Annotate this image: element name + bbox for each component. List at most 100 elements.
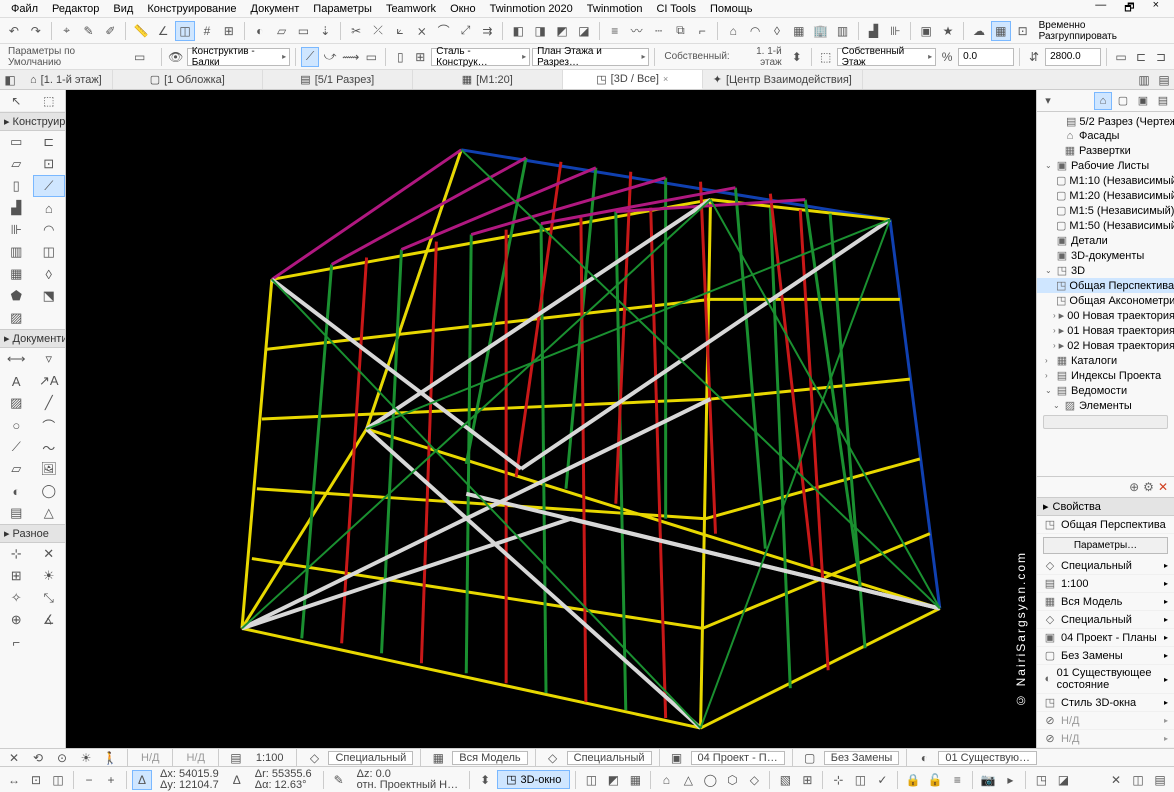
wave-icon[interactable]: 〰 xyxy=(627,21,647,41)
arc-tool-icon[interactable]: ⌒ xyxy=(33,414,66,436)
menu-citools[interactable]: CI Tools xyxy=(649,3,703,15)
spline-tool-icon[interactable]: 〜 xyxy=(33,436,66,458)
menu-document[interactable]: Документ xyxy=(244,3,307,15)
parameters-button[interactable]: Параметры… xyxy=(1043,537,1168,554)
cb-grid-icon[interactable]: ⊹ xyxy=(828,770,848,790)
cb-mode3-icon[interactable]: ◫ xyxy=(48,770,68,790)
favorites-icon[interactable]: ★ xyxy=(938,21,958,41)
tab-m120[interactable]: ▦[M1:20] xyxy=(413,70,563,89)
tree-item[interactable]: ▢M1:5 (Независимый) xyxy=(1037,203,1174,218)
grid-snap-icon[interactable]: ⊞ xyxy=(219,21,239,41)
beam-chain-icon[interactable]: ⟿ xyxy=(341,47,360,67)
detail-tool-icon[interactable]: ◯ xyxy=(33,480,66,502)
cb-delta2-icon[interactable]: Δ xyxy=(227,770,247,790)
tree-hscrollbar[interactable] xyxy=(1043,415,1168,429)
qo-layer-combo[interactable]: Специальный xyxy=(328,751,413,765)
menu-twinmotion2020[interactable]: Twinmotion 2020 xyxy=(483,3,580,15)
tree-item[interactable]: ▣Детали xyxy=(1037,233,1174,248)
cb-lock-icon[interactable]: 🔒 xyxy=(903,770,923,790)
tree-item[interactable]: ›▸00 Новая траектория xyxy=(1037,308,1174,323)
menu-design[interactable]: Конструирование xyxy=(140,3,243,15)
level-tool-icon[interactable]: ▿ xyxy=(33,348,66,370)
grid-icon[interactable]: # xyxy=(197,21,217,41)
cb-cam-icon[interactable]: 📷 xyxy=(978,770,998,790)
solid-op3-icon[interactable]: ◩ xyxy=(552,21,572,41)
cb-elev-icon[interactable]: ⬍ xyxy=(475,770,495,790)
cb-v1-icon[interactable]: ◫ xyxy=(581,770,601,790)
height-icon[interactable]: ⇵ xyxy=(1025,47,1043,67)
tree-item[interactable]: ▤5/2 Разрез (Чертеж) xyxy=(1037,114,1174,129)
qo-sun-icon[interactable]: ☀ xyxy=(76,748,96,768)
cb-circ-icon[interactable]: ◯ xyxy=(700,770,720,790)
tree-item[interactable]: ▢M1:20 (Независимый) xyxy=(1037,188,1174,203)
hotspot-tool-icon[interactable]: ✕ xyxy=(33,543,66,565)
cb-msg-icon[interactable]: ✕ xyxy=(1106,770,1126,790)
tree-item[interactable]: ▢M1:10 (Независимый) xyxy=(1037,173,1174,188)
pen-icon[interactable]: ✐ xyxy=(101,21,121,41)
solid-op2-icon[interactable]: ◨ xyxy=(530,21,550,41)
temp-ungroup-label[interactable]: Временно Разгруппировать xyxy=(1035,20,1170,42)
ref-floor-icon[interactable]: ⬚ xyxy=(817,47,835,67)
tree-item[interactable]: ⌂Фасады xyxy=(1037,129,1174,143)
nav-layout-icon[interactable]: ▣ xyxy=(1134,92,1152,110)
floorplan-combo[interactable]: План Этажа и Разрез… xyxy=(532,48,649,66)
radial-tool-icon[interactable]: ⊕ xyxy=(0,609,33,631)
line-tool-icon[interactable]: ╱ xyxy=(33,392,66,414)
window-tool-icon[interactable]: ⊡ xyxy=(33,153,66,175)
cb-pen-icon[interactable]: ✎ xyxy=(329,770,349,790)
restore-icon[interactable]: 🗗 xyxy=(1117,0,1141,18)
own-floor-combo[interactable]: Собственный Этаж xyxy=(837,48,936,66)
wall-tool-icon[interactable]: ▭ xyxy=(0,131,33,153)
building-icon[interactable]: 🏢 xyxy=(811,21,831,41)
qo-explore-icon[interactable]: ⊙ xyxy=(52,748,72,768)
zone-tool-icon[interactable]: ⬔ xyxy=(33,285,66,307)
cb-plus-icon[interactable]: + xyxy=(101,770,121,790)
qo-display-combo[interactable]: Вся Модель xyxy=(452,751,527,765)
qo-pen-combo[interactable]: Специальный xyxy=(567,751,652,765)
tree-item[interactable]: ›▤Индексы Проекта xyxy=(1037,368,1174,383)
stair-tool-icon[interactable]: ▟ xyxy=(0,197,33,219)
object-tool-icon[interactable]: ⬟ xyxy=(0,285,33,307)
cb-minus-icon[interactable]: − xyxy=(79,770,99,790)
angle2-tool-icon[interactable]: ∡ xyxy=(33,609,66,631)
section-tool-icon[interactable]: ◐ xyxy=(0,480,33,502)
menu-twinmotion[interactable]: Twinmotion xyxy=(580,3,650,15)
tree-item[interactable]: ›▸02 Новая траектория xyxy=(1037,338,1174,353)
qo-disp-icon[interactable]: ▦ xyxy=(428,748,448,768)
shell-tool-icon[interactable]: ◠ xyxy=(33,219,66,241)
door-tool-icon[interactable]: ⊏ xyxy=(33,131,66,153)
trim-icon[interactable]: ✂ xyxy=(346,21,366,41)
properties-header[interactable]: ▸Свойства xyxy=(1037,498,1174,516)
cb-v3-icon[interactable]: ▦ xyxy=(625,770,645,790)
navigator-tree[interactable]: ▤5/2 Разрез (Чертеж) ⌂Фасады ▦Развертки … xyxy=(1037,112,1174,476)
profile-icon[interactable]: ⌐ xyxy=(692,21,712,41)
cb-snap2-icon[interactable]: ◫ xyxy=(850,770,870,790)
tree-item[interactable]: ▢M1:50 (Независимый) xyxy=(1037,218,1174,233)
nav-popup-icon[interactable]: ▾ xyxy=(1039,92,1057,110)
drawing-tool-icon[interactable]: ▱ xyxy=(0,458,33,480)
tabgroup2-icon[interactable]: ▤ xyxy=(1154,70,1174,90)
solid-op4-icon[interactable]: ◪ xyxy=(574,21,594,41)
tab-3d[interactable]: ◳[3D / Все]× xyxy=(563,70,703,89)
curtain-tool-icon[interactable]: ▥ xyxy=(0,241,33,263)
end3-icon[interactable]: ⊐ xyxy=(1152,47,1170,67)
prop-row[interactable]: ▦Вся Модель▸ xyxy=(1037,593,1174,611)
stair-icon[interactable]: ▟ xyxy=(864,21,884,41)
menu-view[interactable]: Вид xyxy=(106,3,140,15)
qo-orbit-icon[interactable]: ⟲ xyxy=(28,748,48,768)
layer-combo[interactable]: Конструктив - Балки xyxy=(187,48,290,66)
tab-floor[interactable]: ⌂[1. 1-й этаж] xyxy=(20,70,113,89)
tab-nav-icon[interactable]: ◧ xyxy=(0,70,20,89)
redo-icon[interactable]: ↷ xyxy=(26,21,46,41)
gravity-icon[interactable]: ⇣ xyxy=(315,21,335,41)
end2-icon[interactable]: ⊏ xyxy=(1132,47,1150,67)
opening-tool-icon[interactable]: ◫ xyxy=(33,241,66,263)
menu-editor[interactable]: Редактор xyxy=(45,3,106,15)
minimize-icon[interactable]: — xyxy=(1088,0,1113,18)
eye-icon[interactable]: 👁 xyxy=(167,47,185,67)
cb-mode1-icon[interactable]: ↔ xyxy=(4,770,24,790)
elevation-input[interactable] xyxy=(958,48,1014,66)
cb-mode2-icon[interactable]: ⊡ xyxy=(26,770,46,790)
document-group-header[interactable]: ▸Документиро xyxy=(0,329,65,348)
qo-over-icon[interactable]: ▢ xyxy=(800,748,820,768)
